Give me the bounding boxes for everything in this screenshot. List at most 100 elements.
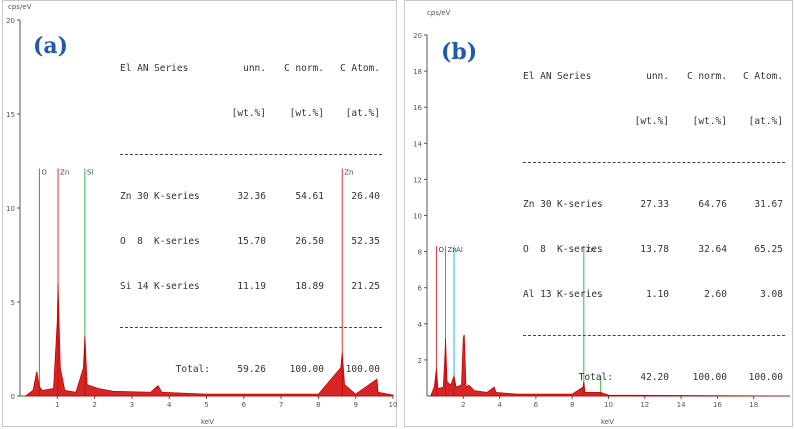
spectrum-series (24, 283, 394, 397)
table-cell: 3.08 (760, 289, 783, 300)
header-cell: C norm. (686, 71, 727, 82)
x-tick-label: 2 (92, 401, 96, 409)
x-tick-label: 5 (204, 401, 208, 409)
element-marker-label: Al (456, 246, 463, 254)
x-tick-label: 14 (677, 401, 686, 409)
table-cell: K-series (154, 191, 200, 202)
y-tick-label: 8 (418, 249, 422, 257)
table-cell: K-series (154, 236, 200, 247)
total-label: Total: (578, 372, 613, 383)
table-cell: 52.35 (351, 236, 380, 247)
y-unit-label: cps/eV (427, 9, 451, 17)
table-divider (120, 154, 382, 155)
table-cell: Al 13 (523, 289, 552, 300)
total-label: Total: (175, 364, 210, 375)
y-tick-label: 5 (11, 299, 15, 307)
table-row: Si 14 K-series 11.19 18.89 21.25 (120, 279, 382, 294)
table-subheader-row: [wt.%] [wt.%] [at.%] (120, 106, 382, 121)
y-tick-label: 16 (413, 104, 422, 112)
subheader-cell: [wt.%] (231, 108, 266, 119)
table-cell: Zn 30 (523, 199, 552, 210)
element-marker-label: O (41, 169, 47, 177)
subheader-cell: [at.%] (748, 116, 783, 127)
element-marker-label: Zn (344, 169, 353, 177)
total-cell: 100.00 (748, 372, 783, 383)
x-tick-label: 6 (534, 401, 539, 409)
total-cell: 100.00 (289, 364, 324, 375)
table-cell: 1.10 (646, 289, 669, 300)
subheader-cell: [at.%] (345, 108, 380, 119)
x-unit-label: keV (201, 418, 214, 426)
table-cell: 26.40 (351, 191, 380, 202)
table-cell: 32.36 (237, 191, 266, 202)
table-cell: 27.33 (640, 199, 669, 210)
table-cell: K-series (557, 289, 603, 300)
header-cell: C Atom. (339, 63, 380, 74)
y-tick-label: 10 (6, 205, 15, 213)
table-cell: 65.25 (754, 244, 783, 255)
eds-panel-b: 2 4 6 8 10 12 14 16 18 20 2 4 6 8 10 12 14 16 18 O Zn Al Zn cp… (404, 0, 793, 427)
table-cell: 31.67 (754, 199, 783, 210)
x-tick-label: 8 (316, 401, 320, 409)
eds-spectrum-chart-a: 0 5 10 15 20 1 2 3 4 5 6 7 8 9 10 O Zn Si Zn (6, 17, 397, 409)
header-cell: Series (557, 71, 592, 82)
table-subheader-row: [wt.%] [wt.%] [at.%] (523, 114, 785, 129)
table-header-row: El AN Series unn. C norm. C Atom. (523, 69, 785, 84)
total-cell: 100.00 (692, 372, 727, 383)
y-tick-label: 15 (6, 111, 15, 119)
table-cell: K-series (154, 281, 200, 292)
total-cell: 100.00 (345, 364, 380, 375)
subheader-cell: [wt.%] (634, 116, 669, 127)
eds-panel-a: 0 5 10 15 20 1 2 3 4 5 6 7 8 9 10 O Zn Si Zn cps/eV keV (a… (2, 0, 397, 427)
table-cell: 2.60 (704, 289, 727, 300)
x-tick-label: 9 (353, 401, 357, 409)
x-tick-label: 1 (55, 401, 59, 409)
table-cell: 18.89 (295, 281, 324, 292)
table-cell: O 8 (523, 244, 546, 255)
y-tick-label: 14 (413, 140, 422, 148)
composition-table: El AN Series unn. C norm. C Atom. [wt.%]… (120, 31, 382, 407)
x-tick-label: 16 (713, 401, 722, 409)
x-tick-label: 6 (242, 401, 247, 409)
total-cell: 42.20 (640, 372, 669, 383)
x-tick-label: 8 (570, 401, 574, 409)
table-divider (120, 327, 382, 328)
header-cell: unn. (243, 63, 266, 74)
element-marker-label: Si (87, 169, 93, 177)
subheader-cell: [wt.%] (692, 116, 727, 127)
y-tick-label: 20 (413, 32, 422, 40)
table-row: Zn 30 K-series 32.36 54.61 26.40 (120, 189, 382, 204)
header-cell: C Atom. (742, 71, 783, 82)
table-cell: O 8 (120, 236, 143, 247)
element-marker-label: Zn (448, 246, 457, 254)
total-row: Total: 42.20 100.00 100.00 (523, 370, 785, 385)
header-cell: Series (154, 63, 189, 74)
y-tick-label: 2 (418, 357, 422, 365)
table-cell: 64.76 (698, 199, 727, 210)
y-tick-label: 12 (413, 176, 422, 184)
header-cell: El AN (523, 71, 552, 82)
y-tick-label: 20 (6, 17, 15, 25)
table-divider (523, 335, 785, 336)
x-tick-label: 2 (461, 401, 465, 409)
table-cell: Si 14 (120, 281, 149, 292)
x-tick-label: 4 (167, 401, 172, 409)
table-cell: K-series (557, 244, 603, 255)
x-tick-label: 3 (130, 401, 134, 409)
y-tick-label: 0 (11, 393, 15, 401)
x-tick-label: 10 (604, 401, 613, 409)
total-cell: 59.26 (237, 364, 266, 375)
header-cell: unn. (646, 71, 669, 82)
table-row: Al 13 K-series 1.10 2.60 3.08 (523, 287, 785, 302)
table-cell: 13.78 (640, 244, 669, 255)
header-cell: C norm. (283, 63, 324, 74)
table-cell: 26.50 (295, 236, 324, 247)
panel-label: (a) (33, 33, 69, 59)
composition-table: El AN Series unn. C norm. C Atom. [wt.%]… (523, 39, 785, 415)
table-cell: 21.25 (351, 281, 380, 292)
x-unit-label: keV (601, 418, 614, 426)
table-cell: 32.64 (698, 244, 727, 255)
x-tick-label: 12 (640, 401, 649, 409)
y-tick-label: 10 (413, 213, 422, 221)
